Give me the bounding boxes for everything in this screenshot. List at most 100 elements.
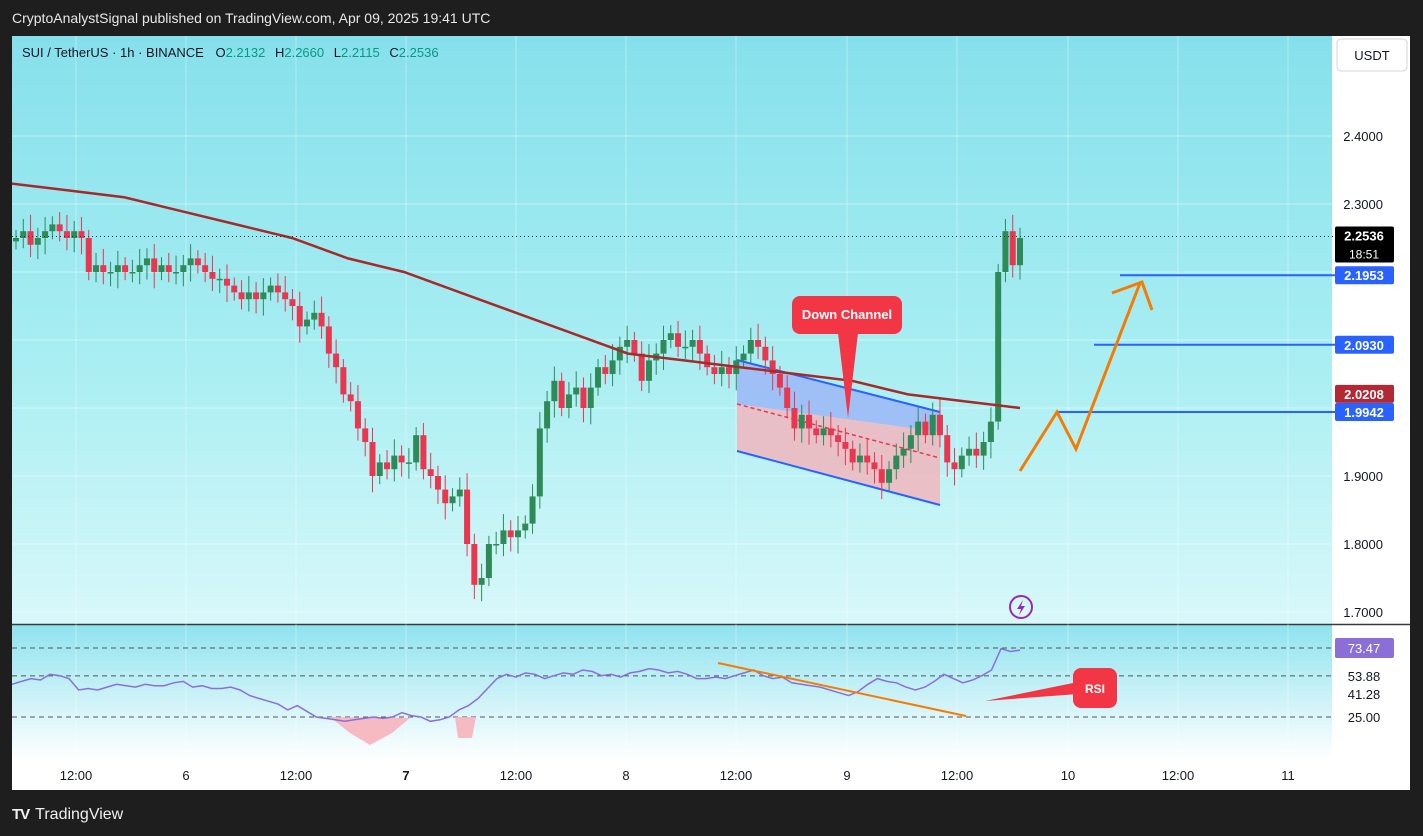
candle-body	[158, 265, 165, 272]
time-tick-label: 7	[402, 768, 409, 783]
candle-body	[165, 265, 172, 272]
rsi-box	[1073, 668, 1117, 708]
candle-body	[907, 435, 914, 449]
candle-body	[209, 272, 216, 279]
brand-name: TradingView	[35, 806, 124, 823]
candle-body	[871, 462, 878, 470]
candle-body	[100, 265, 107, 272]
rsi-tick-label: 41.28	[1348, 687, 1381, 702]
symbol-name: SUI / TetherUS · 1h · BINANCE	[22, 45, 204, 60]
candle-body	[740, 353, 747, 361]
candle-body	[231, 285, 238, 293]
candle-body	[129, 272, 136, 274]
high-label: H	[275, 45, 284, 60]
candle-body	[616, 346, 623, 361]
candle-body	[471, 544, 478, 585]
publish-text: CryptoAnalystSignal published on Trading…	[12, 10, 491, 26]
price-tag-level	[1335, 402, 1394, 421]
candle-body	[282, 292, 289, 300]
candle-body	[936, 414, 943, 436]
candle-body	[995, 272, 1002, 422]
price-tag-level	[1335, 335, 1394, 354]
price-tag-label: 2.2536	[1344, 229, 1384, 244]
candle-body	[551, 380, 558, 402]
candle-body	[1009, 231, 1016, 266]
candle-body	[478, 578, 485, 585]
candle-body	[376, 462, 383, 476]
candle-body	[1002, 231, 1009, 272]
channel-bottom-line	[736, 450, 941, 506]
candle-body	[311, 312, 318, 320]
time-tick-label: 12:00	[1162, 768, 1195, 783]
open-value: 2.2132	[226, 45, 266, 60]
candle-body	[173, 272, 180, 274]
rsi-pointer	[985, 682, 1078, 701]
time-tick-label: 12:00	[941, 768, 974, 783]
price-axis[interactable]: 2.4000 2.3000 1.9000 1.8000 1.7000	[1343, 129, 1383, 620]
candle-body	[951, 462, 958, 470]
time-tick-label: 12:00	[720, 768, 753, 783]
projection-arrow	[1018, 282, 1142, 472]
candle-body	[762, 346, 769, 361]
candle-body	[143, 258, 150, 266]
candle-body	[849, 448, 856, 463]
low-value: 2.2115	[341, 45, 380, 60]
candle-body	[340, 367, 347, 395]
rsi-divergence-line	[717, 662, 967, 717]
candle-body	[420, 435, 427, 470]
candle-body	[900, 448, 907, 456]
lightning-icon[interactable]	[1009, 595, 1033, 619]
candle-body	[856, 455, 863, 463]
candle-body	[544, 401, 551, 429]
price-tag-level	[1335, 266, 1394, 285]
candle-body	[114, 265, 121, 272]
candle-body	[893, 455, 900, 470]
candle-body	[384, 462, 391, 470]
candle-body	[820, 428, 827, 436]
low-label: L	[334, 45, 341, 60]
candle-body	[864, 455, 871, 463]
candle-body	[718, 367, 725, 374]
candle-body	[318, 312, 325, 327]
currency-button[interactable]: USDT	[1336, 38, 1408, 72]
candle-body	[835, 435, 842, 442]
candle-body	[325, 326, 332, 354]
candle-body	[449, 496, 456, 504]
rsi-oversold-fill	[330, 717, 410, 745]
rsi-tick-label: 25.00	[1348, 710, 1381, 725]
time-tick-label: 6	[182, 768, 189, 783]
candle-body	[369, 442, 376, 476]
price-levels	[1057, 274, 1335, 413]
candle-body	[602, 367, 609, 374]
footer	[0, 800, 1423, 836]
candle-body	[522, 523, 529, 531]
candle-body	[842, 442, 849, 449]
price-tag-label: 1.9942	[1344, 405, 1384, 420]
candle-body	[274, 285, 281, 293]
candle-body	[929, 414, 936, 436]
candle-body	[216, 278, 223, 281]
rsi-label: RSI	[1085, 682, 1105, 696]
candle-body	[515, 530, 521, 538]
time-tick-label: 8	[622, 768, 629, 783]
price-tick-label: 1.8000	[1343, 537, 1383, 552]
candle-body	[660, 340, 667, 354]
publish-header: CryptoAnalystSignal published on Trading…	[0, 0, 1423, 36]
candle-body	[696, 340, 703, 354]
candle-body	[966, 448, 973, 456]
price-tick-label: 1.9000	[1343, 469, 1383, 484]
price-tick-label: 1.7000	[1343, 605, 1383, 620]
candle-body	[638, 353, 645, 381]
candle-body	[645, 360, 652, 381]
candle-body	[886, 469, 893, 483]
chart-svg[interactable]: Down Channel RSI SUI / TetherUS · 1h · B…	[0, 0, 1423, 800]
candle-body	[791, 408, 798, 429]
time-axis[interactable]: 12:00 6 12:00 7 12:00 8 12:00 9 12:00 10 12:00 11	[60, 768, 1295, 783]
candle-body	[725, 367, 732, 374]
symbol-legend: SUI / TetherUS · 1h · BINANCE O2.2132 H2…	[22, 45, 439, 60]
price-pane-bg	[12, 36, 1332, 624]
down-channel-label: Down Channel	[802, 307, 892, 322]
candle-body	[922, 421, 929, 436]
tradingview-logo[interactable]: TV TradingView	[12, 806, 123, 824]
candle-body	[747, 340, 754, 354]
